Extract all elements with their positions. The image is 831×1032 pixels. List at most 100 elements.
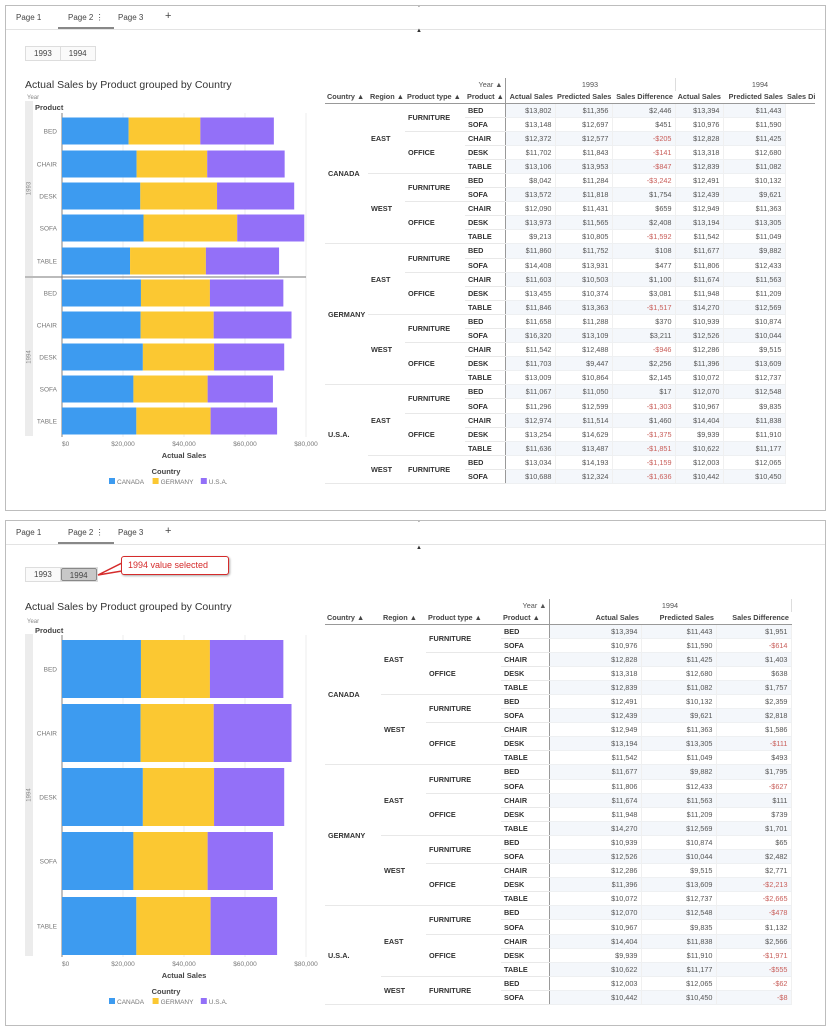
value-cell: $108 — [612, 243, 676, 259]
value-cell: $11,356 — [555, 103, 613, 118]
measure-header[interactable]: Predicted Sales — [641, 611, 716, 625]
product-cell: SOFA — [465, 117, 506, 132]
column-header[interactable]: Region ▲ — [381, 611, 426, 625]
x-tick-label: $80,000 — [294, 961, 318, 968]
measure-header[interactable]: Actual Sales — [549, 611, 641, 625]
more-icon[interactable]: ⋮ — [95, 13, 104, 22]
value-cell: $11,443 — [641, 624, 717, 639]
product-type-cell: FURNITURE — [426, 624, 501, 653]
measure-header[interactable]: Actual Sales — [675, 90, 723, 104]
column-header[interactable]: Product type ▲ — [426, 611, 501, 625]
measure-header[interactable]: Actual Sales — [505, 90, 555, 104]
year-sort-header[interactable]: Year ▲ — [325, 78, 506, 91]
year-button-1994[interactable]: 1994 — [60, 47, 95, 60]
crosstab-scroll-area[interactable]: Year ▲ 1993 1994 Country ▲ Region ▲ Product t… — [325, 78, 815, 491]
collapse-up-icon[interactable]: ▼ — [416, 520, 422, 524]
collapse-arrow-icon[interactable]: ▲ — [416, 545, 422, 551]
y-axis-label: Product — [35, 103, 64, 112]
value-cell: $13,394 — [675, 103, 724, 118]
value-cell: $1,951 — [716, 624, 792, 639]
year-sort-header[interactable]: Year ▲ — [325, 599, 550, 612]
product-cell: DESK — [501, 736, 550, 752]
value-cell: $9,882 — [641, 764, 717, 780]
value-cell: $1,100 — [612, 272, 676, 287]
y-tick-label: BED — [44, 129, 58, 136]
value-cell: $12,828 — [675, 131, 724, 146]
value-cell: $451 — [612, 117, 676, 132]
crosstab-scroll-area[interactable]: Year ▲ 1994 Country ▲ Region ▲ Product type … — [325, 599, 795, 1019]
column-header[interactable]: Country ▲ — [325, 90, 368, 104]
legend-swatch-germany — [152, 478, 159, 484]
value-cell: $9,213 — [505, 229, 556, 245]
column-header[interactable]: Country ▲ — [325, 611, 381, 625]
group-label-1993: 1993 — [27, 181, 33, 195]
value-cell: $9,621 — [641, 708, 717, 724]
page-tabs: Page 1 Page 2 ⋮ Page 3 + — [6, 521, 825, 545]
bar-canada-chair — [62, 704, 141, 762]
value-cell: -$478 — [716, 905, 792, 921]
collapse-up-icon[interactable]: ▼ — [416, 5, 422, 9]
tab-page-3[interactable]: Page 3 — [118, 13, 144, 22]
table-row: DESK $11,703 $9,447 $2,256 $11,396 $13,609 — [325, 356, 815, 372]
year-button-1993[interactable]: 1993 — [26, 568, 61, 581]
product-cell: DESK — [501, 948, 550, 963]
more-icon[interactable]: ⋮ — [95, 528, 104, 537]
product-type-cell: FURNITURE — [426, 694, 501, 724]
value-cell: $739 — [716, 807, 792, 822]
product-cell: DESK — [465, 286, 506, 301]
value-cell: $10,967 — [549, 919, 642, 935]
y-tick-label: CHAIR — [37, 731, 58, 738]
chart-title: Actual Sales by Product grouped by Count… — [25, 79, 232, 91]
value-cell: $11,818 — [555, 187, 613, 203]
x-tick-label: $20,000 — [111, 961, 135, 968]
value-cell: $9,835 — [641, 919, 717, 935]
year-button-1993[interactable]: 1993 — [26, 47, 61, 60]
measure-header[interactable]: Sales Difference — [612, 90, 675, 104]
year-button-bar: 1993 1994 — [25, 46, 96, 61]
value-cell: $11,603 — [505, 272, 556, 287]
value-cell: $11,082 — [723, 159, 786, 174]
crosstab-table: Year ▲ 1993 1994 Country ▲ Region ▲ Product t… — [325, 78, 815, 485]
column-header[interactable]: Product ▲ — [501, 611, 550, 625]
add-page-icon[interactable]: + — [165, 525, 172, 537]
measure-header[interactable]: Predicted Sales — [555, 90, 612, 104]
value-cell: $11,843 — [555, 145, 613, 160]
value-cell: $10,374 — [555, 286, 613, 301]
bar-canada-chair — [62, 311, 141, 339]
bar-germany-sofa — [133, 832, 208, 890]
value-cell: -$946 — [612, 342, 676, 358]
add-page-icon[interactable]: + — [165, 10, 172, 22]
x-tick-label: $0 — [62, 441, 70, 448]
measure-header[interactable]: Sales Difference — [716, 611, 791, 625]
column-header[interactable]: Product type ▲ — [405, 90, 465, 104]
product-type-cell: FURNITURE — [426, 976, 501, 1006]
column-header[interactable]: Product ▲ — [465, 90, 506, 104]
value-cell: $10,442 — [549, 990, 642, 1006]
measure-header[interactable]: Sales Difference — [785, 90, 815, 104]
stacked-bar-chart: Year Product $0 $20,000 $40,000 $60,000 $80,00… — [25, 95, 318, 486]
tab-page-1[interactable]: Page 1 — [16, 528, 42, 537]
column-header[interactable]: Region ▲ — [368, 90, 405, 104]
tab-page-2[interactable]: Page 2 ⋮ — [58, 528, 114, 544]
value-cell: $9,447 — [555, 356, 613, 372]
bar-germany-desk — [142, 768, 215, 826]
tab-page-1[interactable]: Page 1 — [16, 13, 42, 22]
region-cell: WEST — [381, 976, 426, 1006]
chart-title: Actual Sales by Product grouped by Count… — [25, 601, 232, 613]
x-tick-label: $20,000 — [111, 441, 135, 448]
tab-page-2-label: Page 2 — [68, 13, 94, 22]
group-band — [25, 278, 33, 436]
product-cell: SOFA — [465, 258, 506, 273]
legend-item: GERMANY — [161, 999, 195, 1006]
year-button-1994-selected[interactable]: 1994 — [60, 568, 97, 581]
product-type-cell: FURNITURE — [426, 764, 501, 794]
bar-usa-sofa — [207, 832, 273, 890]
product-cell: TABLE — [465, 159, 506, 174]
collapse-arrow-icon[interactable]: ▲ — [416, 28, 422, 34]
value-cell: $13,973 — [505, 215, 556, 231]
tab-page-2[interactable]: Page 2 ⋮ — [58, 13, 114, 29]
value-cell: -$62 — [716, 976, 792, 991]
measure-header[interactable]: Predicted Sales — [723, 90, 785, 104]
value-cell: $13,106 — [505, 159, 556, 174]
tab-page-3[interactable]: Page 3 — [118, 528, 144, 537]
